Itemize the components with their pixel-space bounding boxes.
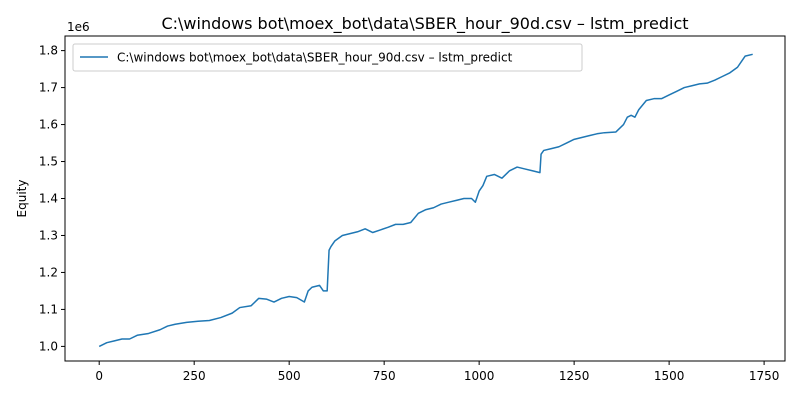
y-tick-label: 1.2 bbox=[39, 265, 58, 279]
x-tick-label: 1000 bbox=[464, 369, 495, 383]
chart-title: C:\windows bot\moex_bot\data\SBER_hour_9… bbox=[161, 14, 688, 34]
series-line bbox=[98, 53, 753, 348]
x-axis: 0 250 500 750 1000 1250 1500 1750 bbox=[95, 361, 779, 383]
x-tick-label: 1250 bbox=[559, 369, 590, 383]
x-tick-label: 1500 bbox=[654, 369, 685, 383]
x-tick-label: 500 bbox=[278, 369, 301, 383]
y-tick-label: 1.5 bbox=[39, 155, 58, 169]
x-tick-label: 750 bbox=[373, 369, 396, 383]
y-axis: 1.0 1.1 1.2 1.3 1.4 1.5 1.6 1.7 1.8 bbox=[39, 44, 65, 353]
y-tick-label: 1.6 bbox=[39, 118, 58, 132]
legend-box bbox=[72, 43, 583, 72]
y-tick-label: 1.0 bbox=[39, 339, 58, 353]
x-tick-label: 250 bbox=[183, 369, 206, 383]
legend-label: C:\windows bot\moex_bot\data\SBER_hour_9… bbox=[117, 51, 513, 65]
legend: C:\windows bot\moex_bot\data\SBER_hour_9… bbox=[72, 43, 583, 72]
x-tick-label: 1750 bbox=[749, 369, 780, 383]
y-offset-label: 1e6 bbox=[67, 20, 90, 34]
y-axis-label: Equity bbox=[15, 180, 29, 218]
y-tick-label: 1.7 bbox=[39, 81, 58, 95]
y-tick-label: 1.1 bbox=[39, 302, 58, 316]
x-tick-label: 0 bbox=[95, 369, 103, 383]
y-tick-label: 1.3 bbox=[39, 228, 58, 242]
y-tick-label: 1.8 bbox=[39, 44, 58, 58]
y-tick-label: 1.4 bbox=[39, 192, 58, 206]
